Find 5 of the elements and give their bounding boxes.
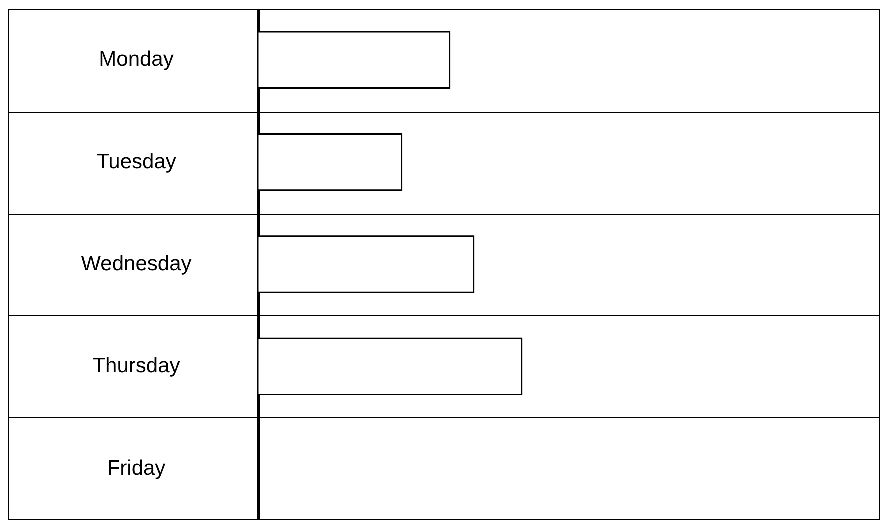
y-tick-label: Thursday xyxy=(92,354,181,378)
y-tick-label: Tuesday xyxy=(96,150,177,174)
y-tick-label: Monday xyxy=(99,48,174,72)
y-tick-label: Wednesday xyxy=(81,252,192,276)
y-tick-label: Friday xyxy=(107,456,166,480)
